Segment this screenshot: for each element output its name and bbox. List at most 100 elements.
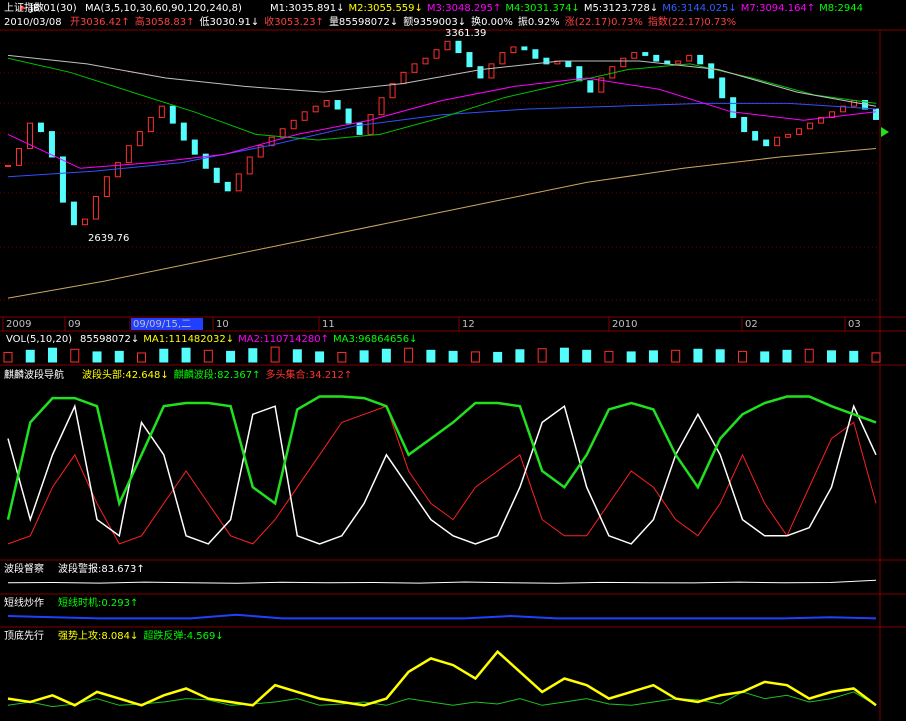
candle xyxy=(598,77,605,93)
series-line xyxy=(7,403,877,545)
series-line xyxy=(6,395,877,520)
volume-bar xyxy=(114,350,124,363)
candle xyxy=(719,77,726,99)
candle xyxy=(257,145,264,158)
legend-item: MA3:96864656↓ xyxy=(333,334,417,345)
candle xyxy=(565,60,572,68)
candle xyxy=(631,52,638,59)
candle xyxy=(466,52,473,68)
candle xyxy=(334,100,341,110)
candle xyxy=(455,40,462,54)
candle xyxy=(191,139,198,155)
ma-spec: MA(3,5,10,30,60,90,120,240,8) xyxy=(85,3,242,14)
candle xyxy=(323,100,330,107)
candle xyxy=(807,122,814,130)
candle xyxy=(389,83,396,99)
volume-bar xyxy=(70,348,80,363)
volume-bar xyxy=(181,347,191,363)
legend-item: 低3030.91↓ xyxy=(199,15,259,28)
volume-bar xyxy=(3,351,13,363)
candle xyxy=(730,97,737,118)
legend-item: 波段头部:42.648↓ xyxy=(82,368,169,381)
candle xyxy=(785,133,792,138)
candle xyxy=(125,145,132,164)
candle xyxy=(499,52,506,65)
candle xyxy=(202,153,209,169)
date-highlight xyxy=(131,318,203,330)
candle xyxy=(356,122,363,135)
candle xyxy=(620,57,627,68)
grid xyxy=(0,72,880,301)
candle xyxy=(136,131,143,147)
legend-item: M6:3144.025↓ xyxy=(662,3,736,14)
legend-item: MA2:110714280↑ xyxy=(238,334,329,345)
volume-bar xyxy=(470,351,480,363)
candle xyxy=(411,63,418,73)
volume-bar xyxy=(270,346,280,363)
date-label: 02 xyxy=(745,319,758,330)
candle xyxy=(653,54,660,62)
volume-bar xyxy=(48,347,58,363)
legend-item: 量85598072↓ xyxy=(329,16,398,28)
date-label: 11 xyxy=(322,319,335,330)
candle xyxy=(378,97,385,116)
date-label: 03 xyxy=(848,319,861,330)
volume-bar xyxy=(292,349,302,363)
legend-item: M3:3048.295↑ xyxy=(427,3,501,14)
series-line xyxy=(7,579,877,584)
legend-item: 短线时机:0.293↑ xyxy=(58,596,138,609)
legend-item: 开3036.42↑ xyxy=(70,17,130,28)
legend-item: M8:2944 xyxy=(819,3,863,14)
candle xyxy=(235,173,242,192)
candle xyxy=(543,57,550,65)
volume-bar xyxy=(671,349,681,363)
legend-item: 多头集合:34.212↑ xyxy=(266,368,353,381)
candle xyxy=(81,218,88,226)
candle xyxy=(488,63,495,79)
volume-bar xyxy=(626,351,636,363)
date: 2010/03/08 xyxy=(4,17,62,28)
candle xyxy=(213,167,220,183)
index-name: 上证指数 xyxy=(4,1,44,14)
candle xyxy=(829,111,836,118)
arrow-icon xyxy=(20,5,26,11)
volume-bar xyxy=(226,350,236,363)
candle xyxy=(268,136,275,147)
candle xyxy=(312,105,319,113)
volume-bar xyxy=(648,350,658,363)
legend-item: 麒麟波段:82.367↑ xyxy=(174,368,261,381)
date-label: 09 xyxy=(68,319,81,330)
candle xyxy=(642,52,649,56)
candle xyxy=(752,131,759,141)
volume-bar xyxy=(849,350,859,363)
legend-item: 收3053.23↑ xyxy=(264,15,324,28)
date-label: 12 xyxy=(462,319,475,330)
volume-bar xyxy=(404,347,414,363)
short-label: 短线炒作 xyxy=(4,596,44,609)
series-line xyxy=(7,613,877,620)
candle xyxy=(774,136,781,147)
volume-bar xyxy=(760,351,770,363)
candle xyxy=(510,46,517,54)
date-label: 2009 xyxy=(6,319,31,330)
candle xyxy=(708,63,715,79)
candle xyxy=(840,105,847,113)
volume-bar xyxy=(693,348,703,363)
legend-item: 涨(22.17)0.73% xyxy=(565,16,643,28)
volume-bar xyxy=(493,351,503,363)
frame xyxy=(0,29,906,721)
candle xyxy=(400,71,407,85)
legend-item: 强势上攻:8.084↓ xyxy=(58,629,138,642)
date-label: 2010 xyxy=(612,319,637,330)
volume-bar xyxy=(248,348,258,363)
nav-label: 麒麟波段导航 xyxy=(4,368,64,381)
volume-bar xyxy=(203,349,213,363)
candle xyxy=(587,80,594,93)
candle xyxy=(246,156,253,175)
volume-bar xyxy=(426,349,436,363)
candle xyxy=(818,116,825,124)
volume-bar xyxy=(25,349,35,363)
series-line xyxy=(7,77,877,169)
vol-label: VOL(5,10,20) xyxy=(6,334,72,345)
legend-item: M7:3094.164↑ xyxy=(741,3,815,14)
